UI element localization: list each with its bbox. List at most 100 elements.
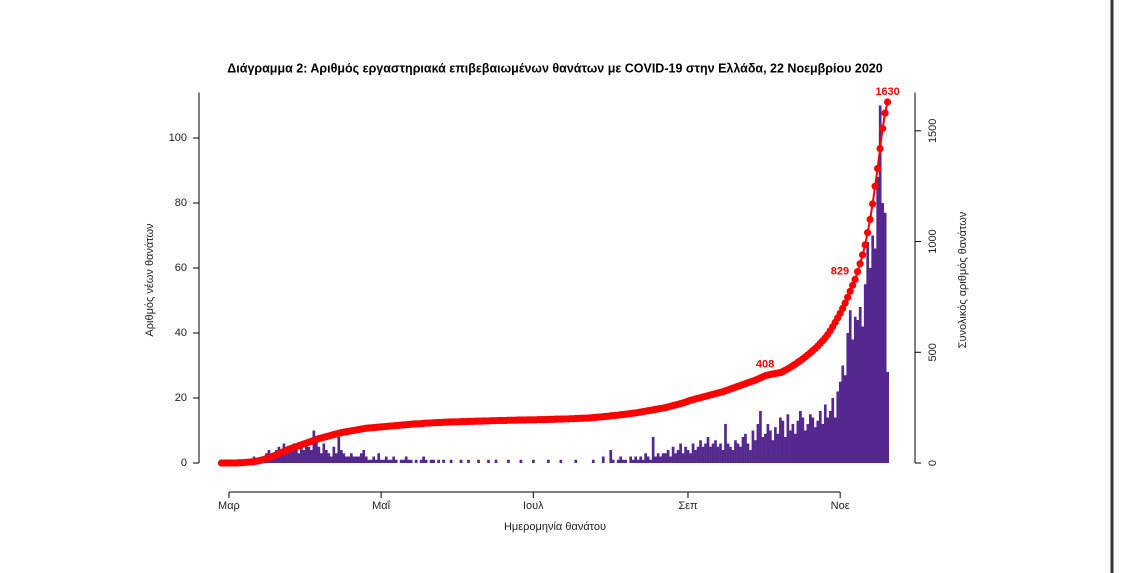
bar — [315, 440, 318, 463]
bar — [739, 446, 742, 463]
bar — [344, 456, 348, 463]
line-point — [863, 229, 872, 237]
x-tick-label: Μαρ — [218, 500, 240, 512]
bar — [649, 459, 653, 463]
bar — [686, 450, 690, 463]
bar — [761, 437, 765, 463]
bar — [631, 459, 635, 463]
bar — [828, 411, 832, 463]
bar — [624, 459, 628, 463]
bar — [779, 417, 782, 463]
bar — [766, 424, 770, 463]
bar — [651, 437, 655, 463]
bar — [349, 453, 353, 463]
line-point — [856, 260, 864, 268]
bar — [694, 450, 697, 463]
bar — [312, 430, 316, 463]
bar — [744, 433, 747, 463]
bar — [741, 437, 745, 463]
line-point — [854, 268, 862, 276]
bar — [629, 456, 633, 463]
bar — [836, 391, 840, 463]
line-point — [849, 281, 857, 289]
bar — [851, 339, 855, 463]
bar — [676, 450, 680, 463]
y2-tick-label: 0 — [927, 460, 939, 466]
bar — [305, 440, 308, 463]
bar — [781, 420, 785, 463]
y-tick-label: 100 — [169, 132, 187, 144]
bar — [798, 411, 802, 463]
bar — [724, 424, 727, 463]
bar — [574, 459, 578, 463]
bar — [759, 411, 762, 463]
bar — [791, 424, 795, 463]
bar — [317, 446, 321, 463]
bar — [616, 459, 620, 463]
bar — [339, 450, 343, 463]
bar — [878, 105, 882, 463]
bar — [704, 443, 707, 463]
bar — [362, 450, 366, 463]
bar — [764, 433, 767, 463]
bar — [374, 459, 378, 463]
bar — [821, 424, 825, 463]
bar — [459, 459, 463, 463]
line-point — [868, 200, 877, 208]
bar — [863, 284, 867, 463]
bar — [414, 459, 418, 463]
bar — [736, 443, 740, 463]
bar — [699, 440, 702, 463]
bar — [449, 459, 453, 463]
bar — [756, 424, 760, 463]
y-tick-label: 0 — [181, 457, 187, 469]
bar — [272, 456, 276, 463]
bar — [876, 177, 880, 463]
bar — [302, 450, 306, 463]
bar — [372, 456, 376, 463]
bar — [681, 453, 685, 463]
bar — [776, 433, 780, 463]
y2-tick-label: 1000 — [927, 229, 939, 253]
x-tick-label: Μαΐ — [372, 500, 391, 512]
line-point — [873, 164, 882, 173]
bar — [467, 459, 470, 463]
bar — [796, 420, 800, 463]
bar — [384, 456, 388, 463]
bar — [811, 417, 815, 463]
y2-axis-title: Συνολικός αριθμός θανάτων — [957, 211, 969, 348]
bar — [404, 456, 408, 463]
bar — [871, 235, 875, 463]
annotation: 1630 — [875, 86, 899, 98]
bar — [394, 459, 398, 463]
bar — [477, 459, 480, 463]
bar — [813, 427, 817, 463]
y2-tick-label: 1500 — [927, 119, 939, 143]
line-point — [881, 109, 889, 117]
bar — [352, 456, 356, 463]
bar — [334, 453, 338, 463]
bar — [734, 440, 737, 463]
bar — [487, 459, 490, 463]
line-point — [859, 251, 867, 259]
bar — [357, 456, 361, 463]
x-tick-label: Σεπ — [678, 500, 698, 512]
x-tick-label: Νοε — [831, 500, 850, 512]
bar — [379, 459, 383, 463]
bar — [833, 417, 837, 463]
bar — [392, 456, 396, 463]
y-tick-label: 20 — [175, 392, 187, 404]
bar — [841, 365, 845, 463]
bar — [601, 456, 605, 463]
bar — [751, 430, 755, 463]
bar — [295, 446, 298, 463]
bar — [803, 430, 807, 463]
bar — [848, 310, 852, 463]
bar — [843, 375, 847, 463]
annotation: 408 — [756, 359, 774, 371]
line-point — [841, 299, 849, 307]
bar — [322, 443, 326, 463]
bar — [419, 459, 423, 463]
bar — [280, 453, 283, 463]
